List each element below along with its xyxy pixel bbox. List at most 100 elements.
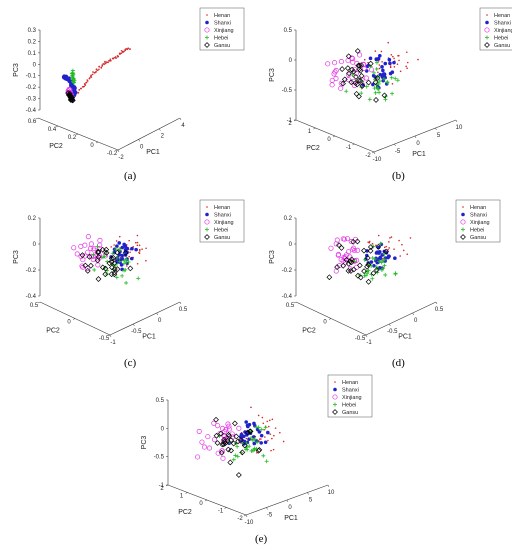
data-point-xinjiang bbox=[220, 455, 226, 461]
data-point-gansu bbox=[99, 264, 106, 271]
data-point-hebei bbox=[264, 459, 269, 464]
y-tick bbox=[75, 133, 79, 136]
x-tick bbox=[286, 499, 289, 503]
data-point-xinjiang bbox=[199, 439, 205, 445]
points bbox=[195, 406, 285, 478]
data-point-henan bbox=[245, 437, 248, 440]
legend-marker bbox=[461, 227, 465, 232]
z-tick-label: -0.4 bbox=[26, 294, 37, 300]
data-point-henan bbox=[126, 265, 128, 267]
panel-a: -0.4 -0.3 -0.2 -0.1 0 0.1 0.2 0.3 0.6 0.4 0.2 0 -0.2… bbox=[0, 0, 256, 185]
data-point-henan bbox=[375, 244, 377, 247]
data-point-henan bbox=[391, 83, 394, 85]
data-point-henan bbox=[145, 259, 147, 262]
data-point-hebei bbox=[252, 446, 257, 451]
data-point-henan bbox=[390, 236, 393, 238]
data-point-shanxi bbox=[371, 82, 375, 87]
data-point-henan bbox=[119, 53, 121, 55]
data-point-xinjiang bbox=[338, 85, 344, 91]
x-tick-label: 0.5 bbox=[435, 307, 444, 313]
x-tick bbox=[109, 334, 112, 338]
data-point-gansu bbox=[69, 94, 75, 101]
data-point-henan bbox=[387, 248, 389, 251]
legend-marker bbox=[206, 206, 208, 208]
x-tick-label: 4 bbox=[181, 123, 185, 129]
data-point-gansu bbox=[111, 269, 118, 276]
legend-entry: Xinjiang bbox=[494, 28, 512, 34]
data-point-henan bbox=[390, 53, 393, 56]
data-point-shanxi bbox=[245, 433, 249, 437]
data-point-henan bbox=[120, 52, 123, 55]
data-point-henan bbox=[90, 74, 92, 77]
data-point-hebei bbox=[380, 258, 385, 263]
chart-b: -1-0.500.5210-1-2-10-50510PC3PC2PC1Henan… bbox=[269, 7, 512, 163]
caption-a: (a) bbox=[124, 170, 137, 182]
data-point-gansu bbox=[103, 249, 110, 256]
chart-c: -0.4-0.200.20.50-0.5-1-0.500.5PC3PC2PC1H… bbox=[13, 199, 245, 346]
legend-marker bbox=[333, 387, 337, 392]
legend-entry: Henan bbox=[214, 13, 230, 19]
data-point-xinjiang bbox=[352, 248, 358, 254]
data-point-gansu bbox=[255, 447, 262, 454]
x-tick-label: -0.5 bbox=[387, 329, 398, 335]
y-tick bbox=[35, 117, 39, 120]
data-point-xinjiang bbox=[361, 61, 367, 67]
data-point-gansu bbox=[348, 259, 355, 266]
data-point-xinjiang bbox=[88, 241, 94, 247]
y-axis-label: PC2 bbox=[178, 509, 192, 516]
data-point-shanxi bbox=[117, 241, 122, 245]
data-point-hebei bbox=[393, 76, 398, 81]
data-point-henan bbox=[128, 255, 130, 258]
data-point-henan bbox=[103, 63, 105, 66]
legend-entry: Xinjiang bbox=[342, 395, 362, 401]
legend-marker bbox=[205, 212, 209, 217]
data-point-xinjiang bbox=[196, 428, 202, 434]
y-tick bbox=[115, 149, 119, 152]
data-point-hebei bbox=[376, 81, 381, 86]
data-point-gansu bbox=[227, 459, 234, 466]
data-point-gansu bbox=[102, 271, 109, 278]
data-point-xinjiang bbox=[205, 434, 211, 440]
data-point-henan bbox=[398, 59, 400, 62]
data-point-henan bbox=[272, 448, 275, 451]
x-tick bbox=[455, 119, 458, 123]
data-point-henan bbox=[115, 240, 118, 242]
data-point-henan bbox=[145, 247, 147, 250]
data-point-xinjiang bbox=[79, 263, 85, 269]
data-point-hebei bbox=[385, 79, 390, 84]
data-point-henan bbox=[381, 60, 383, 63]
data-point-gansu bbox=[102, 265, 109, 272]
data-point-henan bbox=[138, 251, 140, 254]
y-tick bbox=[72, 318, 76, 320]
data-point-xinjiang bbox=[345, 77, 351, 83]
y-tick-label: 2 bbox=[288, 121, 292, 127]
legend-marker bbox=[206, 14, 208, 16]
data-point-hebei bbox=[124, 257, 129, 262]
legend-marker bbox=[462, 206, 464, 208]
data-point-henan bbox=[405, 65, 407, 68]
legend-entry: Xinjiang bbox=[214, 220, 234, 226]
data-point-henan bbox=[257, 414, 260, 417]
data-point-gansu bbox=[232, 420, 238, 427]
caption-b: (b) bbox=[392, 170, 405, 182]
legend-entry: Gansu bbox=[214, 235, 230, 241]
legend-entry: Gansu bbox=[494, 43, 510, 49]
x-axis-line bbox=[365, 301, 437, 336]
data-point-xinjiang bbox=[344, 236, 351, 242]
data-point-henan bbox=[136, 244, 139, 247]
data-point-hebei bbox=[370, 276, 375, 281]
data-point-hebei bbox=[124, 280, 129, 285]
data-point-xinjiang bbox=[195, 454, 201, 460]
x-tick bbox=[307, 492, 309, 495]
data-point-henan bbox=[128, 239, 130, 242]
data-point-henan bbox=[100, 67, 103, 69]
z-tick-label: 0 bbox=[161, 426, 165, 432]
data-point-shanxi bbox=[257, 430, 262, 434]
data-point-hebei bbox=[110, 251, 115, 256]
data-point-hebei bbox=[382, 263, 387, 268]
data-point-gansu bbox=[228, 437, 235, 444]
y-tick-label: -0.5 bbox=[355, 336, 366, 342]
y-tick bbox=[95, 141, 99, 144]
data-point-hebei bbox=[381, 76, 386, 81]
